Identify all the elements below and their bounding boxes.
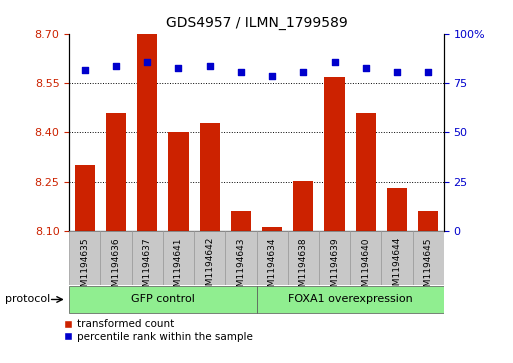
Point [299,69,307,75]
Bar [350,231,381,285]
Point [81,67,89,73]
Point [393,69,401,75]
Bar [288,231,319,285]
Bar [231,211,251,231]
Text: GSM1194636: GSM1194636 [111,237,121,298]
Bar [200,123,220,231]
Text: GSM1194644: GSM1194644 [392,237,402,297]
Text: GSM1194641: GSM1194641 [174,237,183,298]
Text: GFP control: GFP control [131,294,195,305]
Point [237,69,245,75]
Bar [356,113,376,231]
Text: GSM1194635: GSM1194635 [81,237,89,298]
Point [424,69,432,75]
Bar [69,286,256,313]
Text: GSM1194643: GSM1194643 [236,237,245,298]
Text: protocol: protocol [5,294,50,305]
Bar [319,231,350,285]
Bar [101,231,132,285]
Point [206,63,214,69]
Bar [381,231,412,285]
Text: GSM1194640: GSM1194640 [361,237,370,298]
Bar [293,182,313,231]
Text: GDS4957 / ILMN_1799589: GDS4957 / ILMN_1799589 [166,16,347,30]
Text: GSM1194639: GSM1194639 [330,237,339,298]
Point [330,59,339,65]
Point [143,59,151,65]
Bar [194,231,225,285]
Text: GSM1194637: GSM1194637 [143,237,152,298]
Text: GSM1194634: GSM1194634 [268,237,277,298]
Bar [256,286,444,313]
Bar [132,231,163,285]
Text: GSM1194642: GSM1194642 [205,237,214,297]
Bar [163,231,194,285]
Legend: transformed count, percentile rank within the sample: transformed count, percentile rank withi… [64,319,252,342]
Bar [418,211,438,231]
Bar [225,231,256,285]
Point [362,65,370,71]
Bar [324,77,345,231]
Point [174,65,183,71]
Point [112,63,120,69]
Bar [137,34,157,231]
Text: FOXA1 overexpression: FOXA1 overexpression [288,294,412,305]
Bar [412,231,444,285]
Bar [69,231,101,285]
Text: GSM1194645: GSM1194645 [424,237,432,298]
Bar [256,231,288,285]
Point [268,73,276,78]
Bar [106,113,126,231]
Bar [168,132,189,231]
Bar [75,165,95,231]
Text: GSM1194638: GSM1194638 [299,237,308,298]
Bar [387,188,407,231]
Bar [262,227,282,231]
